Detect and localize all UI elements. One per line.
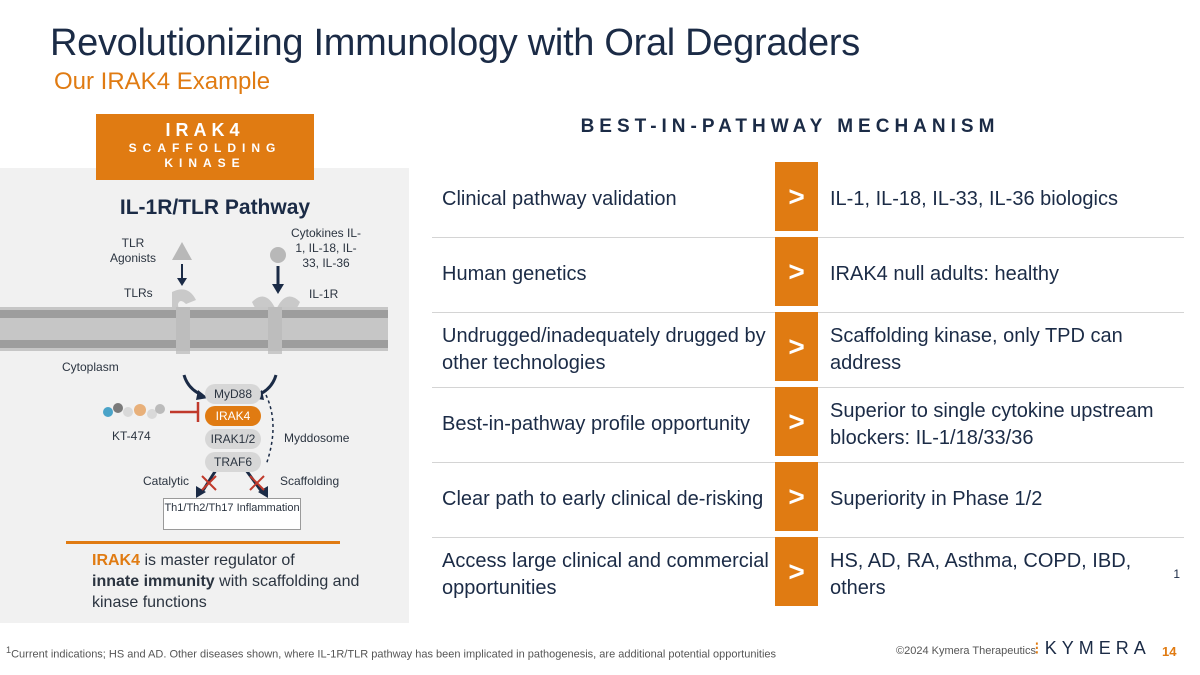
row-right-text: IL-1, IL-18, IL-33, IL-36 biologics bbox=[830, 188, 1118, 210]
row-right-text: Superior to single cytokine upstream blo… bbox=[830, 399, 1154, 449]
row-right-text: Scaffolding kinase, only TPD can address bbox=[830, 324, 1123, 374]
kymera-logo: ⁝KYMERA bbox=[1034, 638, 1151, 659]
kt474-label: KT-474 bbox=[112, 429, 151, 443]
irak4-box-line2: SCAFFOLDING bbox=[128, 141, 282, 155]
slide-title: Revolutionizing Immunology with Oral Deg… bbox=[50, 22, 860, 64]
chevron-right-icon: > bbox=[775, 162, 818, 231]
myddosome-label: Myddosome bbox=[284, 431, 350, 445]
row-right-text: HS, AD, RA, Asthma, COPD, IBD, others bbox=[830, 549, 1132, 599]
node-myd88: MyD88 bbox=[205, 384, 261, 404]
irak4-box-line3: KINASE bbox=[164, 156, 246, 170]
footnote-marker: 1 bbox=[1173, 567, 1180, 581]
mechanism-row: Clinical pathway validation > IL-1, IL-1… bbox=[432, 162, 1184, 238]
catalytic-label: Catalytic bbox=[143, 474, 190, 488]
row-left-text: Clear path to early clinical de-risking bbox=[442, 488, 764, 510]
row-right-text: IRAK4 null adults: healthy bbox=[830, 263, 1060, 285]
mechanism-heading: BEST-IN-PATHWAY MECHANISM bbox=[580, 116, 1000, 137]
irak4-box-title: IRAK4 bbox=[165, 120, 245, 140]
master-bold: innate immunity bbox=[92, 573, 215, 590]
row-right-text: Superiority in Phase 1/2 bbox=[830, 488, 1043, 510]
chevron-right-icon: > bbox=[775, 462, 818, 531]
row-left-text: Undrugged/inadequately drugged by other … bbox=[442, 324, 766, 374]
mechanism-row: Access large clinical and commercial opp… bbox=[432, 537, 1184, 612]
node-irak4: IRAK4 bbox=[205, 406, 261, 426]
irak4-label-box: IRAK4 SCAFFOLDING KINASE bbox=[96, 114, 314, 180]
mechanism-row: Best-in-pathway profile opportunity > Su… bbox=[432, 387, 1184, 463]
footnote-text: Current indications; HS and AD. Other di… bbox=[11, 648, 777, 661]
tlr-agonists-label: TLR Agonists bbox=[109, 236, 157, 265]
slide-subtitle: Our IRAK4 Example bbox=[54, 68, 271, 95]
chevron-right-icon: > bbox=[775, 312, 818, 381]
cytokines-label: Cytokines IL-1, IL-18, IL-33, IL-36 bbox=[290, 226, 362, 270]
page-number: 14 bbox=[1162, 644, 1177, 659]
chevron-right-icon: > bbox=[775, 537, 818, 606]
logo-mark-icon: ⁝ bbox=[1034, 638, 1045, 658]
master-text-2: with scaffolding and kinase functions bbox=[92, 573, 360, 611]
master-text-1: is master regulator of bbox=[140, 552, 295, 569]
footnote-sup: 1 bbox=[6, 645, 12, 655]
master-highlight: IRAK4 bbox=[92, 552, 141, 569]
copyright: ©2024 Kymera Therapeutics bbox=[896, 645, 1036, 657]
chevron-right-icon: > bbox=[775, 387, 818, 456]
scaffolding-label: Scaffolding bbox=[280, 474, 340, 488]
kt474-molecule-icon bbox=[103, 407, 113, 417]
tlr-agonist-icon bbox=[172, 242, 192, 260]
mechanism-row: Undrugged/inadequately drugged by other … bbox=[432, 312, 1184, 388]
inflammation-outcome-box: Th1/Th2/Th17 Inflammation bbox=[163, 498, 301, 530]
cytokine-icon bbox=[270, 247, 286, 263]
footnote: 1Current indications; HS and AD. Other d… bbox=[6, 645, 776, 661]
il1r-label: IL-1R bbox=[309, 287, 339, 301]
cytoplasm-label: Cytoplasm bbox=[62, 360, 119, 374]
accent-divider bbox=[66, 541, 340, 544]
row-left-text: Best-in-pathway profile opportunity bbox=[442, 413, 750, 435]
node-irak1-2: IRAK1/2 bbox=[205, 429, 261, 449]
mechanism-row: Clear path to early clinical de-risking … bbox=[432, 462, 1184, 538]
tlrs-label: TLRs bbox=[124, 286, 153, 300]
row-left-text: Clinical pathway validation bbox=[442, 188, 677, 210]
pathway-diagram bbox=[0, 242, 388, 498]
master-regulator-text: IRAK4 is master regulator of innate immu… bbox=[92, 550, 372, 613]
mechanism-row: Human genetics > IRAK4 null adults: heal… bbox=[432, 237, 1184, 313]
chevron-right-icon: > bbox=[775, 237, 818, 306]
logo-text: KYMERA bbox=[1044, 638, 1151, 658]
row-left-text: Access large clinical and commercial opp… bbox=[442, 549, 769, 599]
node-traf6: TRAF6 bbox=[205, 452, 261, 472]
row-right-cell: HS, AD, RA, Asthma, COPD, IBD, others 1 bbox=[830, 537, 1180, 612]
pathway-title: IL-1R/TLR Pathway bbox=[119, 196, 311, 219]
row-left-text: Human genetics bbox=[442, 263, 587, 285]
